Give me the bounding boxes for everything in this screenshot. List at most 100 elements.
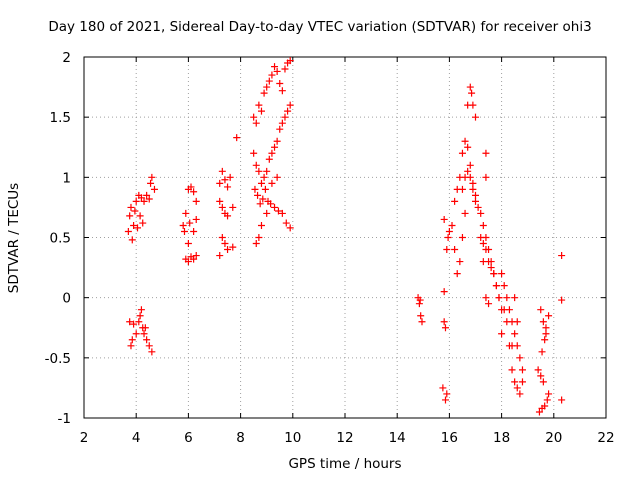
data-point xyxy=(128,336,136,344)
data-point xyxy=(487,264,495,272)
data-point xyxy=(485,300,493,308)
x-tick-label: 12 xyxy=(336,430,353,446)
data-point xyxy=(472,197,479,205)
data-point xyxy=(271,63,279,71)
data-point xyxy=(511,330,519,338)
data-point xyxy=(495,294,503,302)
y-tick-label: 0.5 xyxy=(50,231,71,247)
data-point xyxy=(134,224,142,232)
data-point xyxy=(440,288,448,296)
data-point xyxy=(477,234,485,241)
data-point xyxy=(131,207,139,215)
data-point xyxy=(261,185,269,193)
data-point xyxy=(545,390,553,398)
data-point xyxy=(461,209,469,217)
data-point xyxy=(543,396,551,404)
data-point xyxy=(126,212,134,220)
data-point xyxy=(216,252,224,260)
data-point xyxy=(490,270,498,278)
data-point xyxy=(190,227,198,235)
data-point xyxy=(518,378,526,386)
data-point xyxy=(147,179,155,187)
data-point xyxy=(257,107,265,115)
data-point xyxy=(139,219,147,227)
data-point xyxy=(453,270,461,278)
x-tick-label: 20 xyxy=(545,430,562,446)
data-point xyxy=(464,167,472,175)
data-point xyxy=(257,179,265,187)
data-point xyxy=(538,348,546,356)
data-point xyxy=(498,330,506,338)
data-point xyxy=(286,224,294,232)
y-tick-label: 1 xyxy=(62,170,71,186)
data-point xyxy=(286,57,294,65)
data-point xyxy=(263,167,271,175)
y-tick-label: -0.5 xyxy=(45,351,71,367)
data-point xyxy=(482,149,490,157)
y-tick-label: -1 xyxy=(58,411,71,427)
data-point xyxy=(511,378,519,386)
data-point xyxy=(545,312,553,320)
data-point xyxy=(558,252,566,260)
data-point xyxy=(190,255,198,263)
plot-frame xyxy=(83,56,607,419)
data-point xyxy=(477,209,485,217)
data-point xyxy=(260,173,268,181)
data-point xyxy=(282,219,290,227)
data-point xyxy=(441,396,449,404)
data-point xyxy=(451,246,459,254)
data-point xyxy=(466,83,474,91)
data-point xyxy=(458,234,466,241)
data-point xyxy=(518,366,526,374)
data-point xyxy=(252,161,260,169)
data-point xyxy=(516,390,524,398)
data-point xyxy=(143,191,151,199)
data-point xyxy=(458,149,466,157)
data-point xyxy=(150,185,158,193)
x-tick-label: 8 xyxy=(236,430,245,446)
data-point xyxy=(513,318,521,326)
data-point xyxy=(503,294,511,302)
data-point xyxy=(443,390,451,398)
data-point xyxy=(464,143,472,151)
data-point xyxy=(148,173,156,181)
data-point xyxy=(184,240,192,248)
data-point xyxy=(445,227,453,235)
data-point xyxy=(508,342,516,350)
data-point xyxy=(443,246,451,254)
data-point xyxy=(537,372,545,380)
data-point xyxy=(466,161,474,169)
data-point xyxy=(124,227,132,235)
data-point xyxy=(226,173,234,181)
data-point xyxy=(218,203,226,211)
data-point xyxy=(539,318,547,326)
data-point xyxy=(252,119,260,127)
y-axis-label: SDTVAR / TECUs xyxy=(6,182,22,294)
data-point xyxy=(224,183,232,191)
data-point xyxy=(273,173,281,181)
data-point xyxy=(482,294,490,302)
data-point xyxy=(516,354,524,362)
data-point xyxy=(218,167,226,175)
data-point xyxy=(448,221,456,229)
data-point xyxy=(130,221,138,229)
data-point xyxy=(187,183,195,191)
data-point xyxy=(263,209,271,217)
data-point xyxy=(278,209,286,217)
data-point xyxy=(141,324,149,332)
data-point xyxy=(192,252,200,260)
data-point xyxy=(184,258,192,266)
data-point xyxy=(469,185,477,193)
data-point xyxy=(250,113,258,121)
data-point xyxy=(539,378,547,386)
data-point xyxy=(492,282,500,290)
data-point xyxy=(268,149,276,157)
data-point xyxy=(418,318,426,326)
data-point xyxy=(140,330,148,338)
data-point xyxy=(417,312,425,320)
data-point xyxy=(286,101,294,109)
data-point xyxy=(221,240,229,248)
chart-title: Day 180 of 2021, Sidereal Day-to-day VTE… xyxy=(48,19,592,35)
x-tick-label: 22 xyxy=(597,430,614,446)
